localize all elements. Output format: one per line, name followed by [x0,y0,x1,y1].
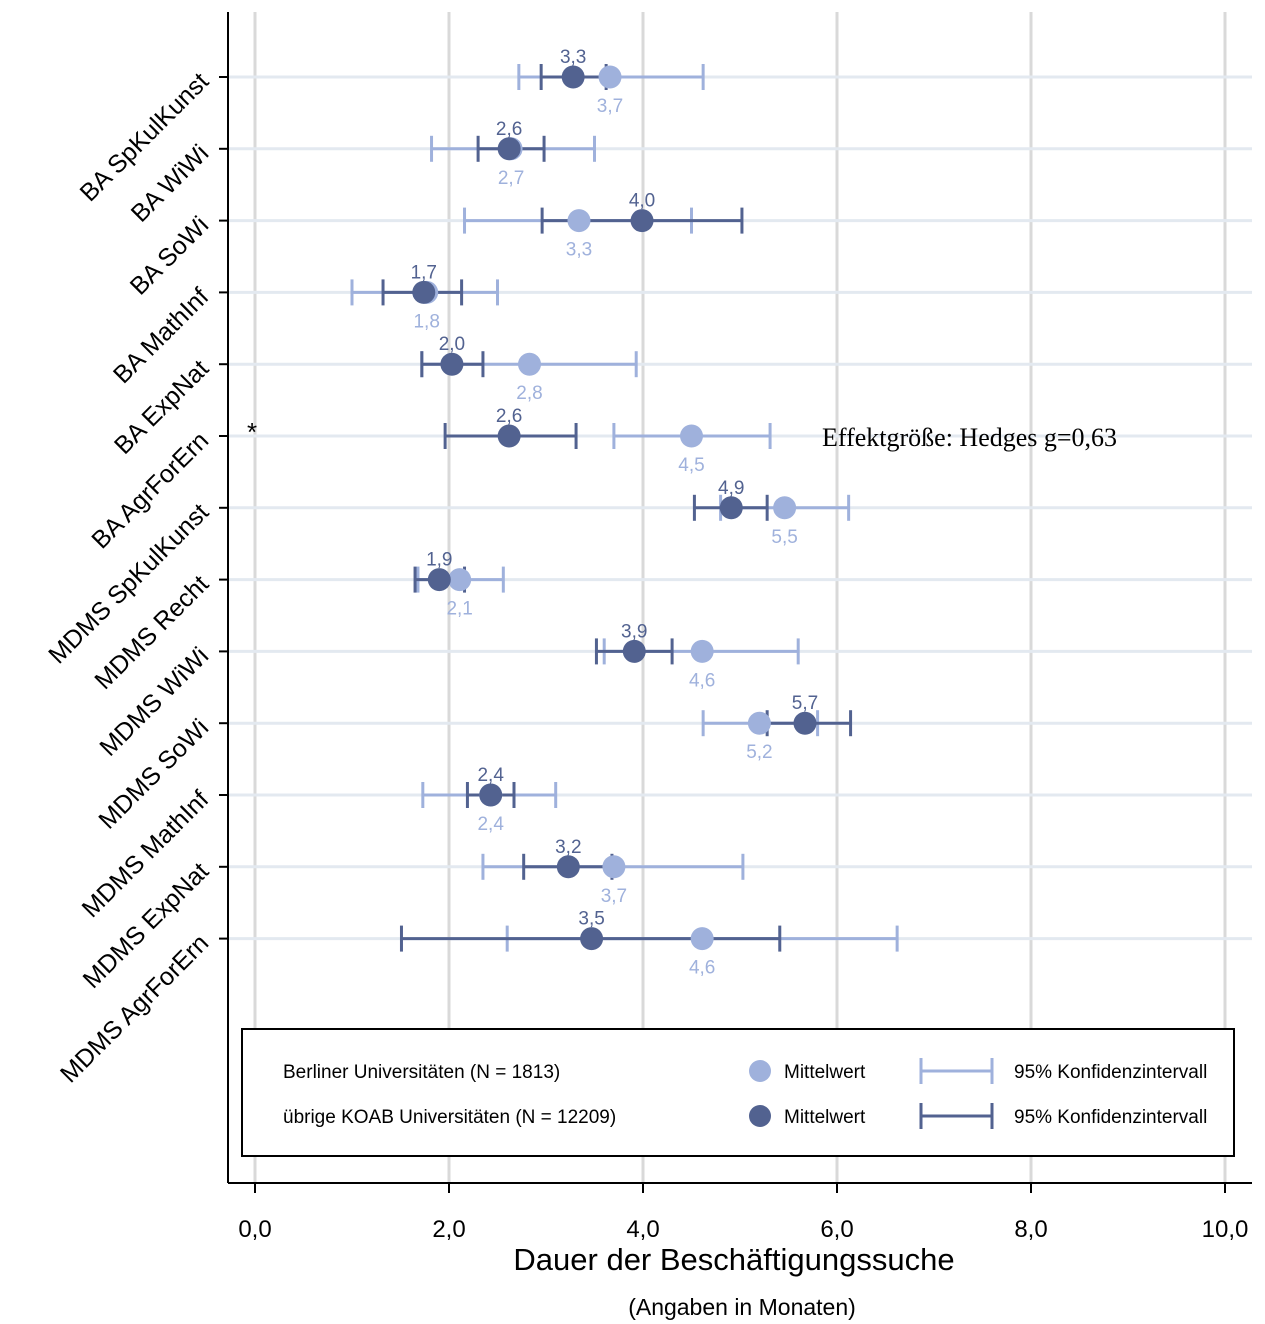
berlin-value-label: 2,4 [477,814,504,835]
x-tick-label: 6,0 [820,1216,853,1243]
x-axis-subtitle: (Angaben in Monaten) [628,1294,856,1320]
berlin-mean-point [690,927,714,951]
other-value-label: 4,9 [718,478,744,499]
other-value-label: 1,9 [426,550,452,571]
other-mean-point [622,639,646,663]
berlin-value-label: 2,8 [516,383,542,404]
berlin-mean-point [518,352,542,376]
x-tick-label: 8,0 [1014,1216,1047,1243]
other-mean-point [793,711,817,735]
other-mean-point [556,855,580,879]
labels: 3,33,72,62,74,03,31,71,82,02,82,64,54,95… [411,47,819,979]
other-value-label: 3,2 [555,837,581,858]
other-value-label: 4,0 [629,191,655,212]
berlin-value-label: 4,5 [678,455,704,476]
legend-mean-marker-other [749,1105,771,1127]
x-tick-label: 2,0 [432,1216,465,1243]
data-marks [350,64,899,952]
other-mean-point [630,209,654,233]
berlin-value-label: 2,1 [446,599,472,620]
legend-ci-label: 95% Konfidenzintervall [1014,1062,1207,1083]
berlin-mean-point [773,496,797,520]
other-mean-point [427,568,451,592]
other-mean-point [440,352,464,376]
other-value-label: 3,3 [560,47,586,68]
legend: Berliner Universitäten (N = 1813) Mittel… [241,1028,1235,1157]
berlin-mean-point [567,209,591,233]
berlin-value-label: 1,8 [413,311,439,332]
berlin-mean-point [602,855,626,879]
berlin-value-label: 3,7 [597,96,623,117]
berlin-mean-point [747,711,771,735]
berlin-value-label: 3,3 [566,240,592,261]
other-mean-point [497,424,521,448]
legend-ci-marker-other [919,1103,994,1129]
other-value-label: 3,5 [578,909,604,930]
other-mean-point [719,496,743,520]
berlin-value-label: 3,7 [601,886,627,907]
x-tick-label: 4,0 [626,1216,659,1243]
other-value-label: 3,9 [621,621,647,642]
x-tick-label: 0,0 [238,1216,271,1243]
legend-mean-marker-berlin [749,1060,771,1082]
other-mean-point [497,137,521,161]
legend-group-label: Berliner Universitäten (N = 1813) [283,1062,560,1083]
significance-asterisk: * [247,417,257,447]
legend-ci-label: 95% Konfidenzintervall [1014,1107,1207,1128]
berlin-value-label: 5,5 [771,527,797,548]
other-mean-point [580,927,604,951]
legend-box [241,1028,1235,1157]
other-value-label: 2,6 [496,406,522,427]
effect-size-annotation: Effektgröße: Hedges g=0,63 [822,423,1117,452]
x-tick-label: 10,0 [1202,1216,1249,1243]
legend-mean-label: Mittelwert [784,1107,866,1128]
other-mean-point [412,280,436,304]
berlin-value-label: 4,6 [689,958,715,979]
berlin-mean-point [598,65,622,89]
other-value-label: 5,7 [792,693,818,714]
legend-ci-marker-berlin [919,1058,994,1084]
legend-group-label: übrige KOAB Universitäten (N = 12209) [283,1107,616,1128]
berlin-value-label: 5,2 [746,742,772,763]
berlin-mean-point [448,568,472,592]
other-value-label: 2,0 [439,334,465,355]
other-value-label: 1,7 [411,262,437,283]
berlin-mean-point [680,424,703,448]
other-value-label: 2,6 [496,119,522,140]
other-mean-point [561,65,585,89]
berlin-value-label: 4,6 [689,670,715,691]
other-mean-point [479,783,503,807]
berlin-mean-point [690,639,714,663]
legend-mean-label: Mittelwert [784,1062,866,1083]
berlin-value-label: 2,7 [498,168,524,189]
x-axis-title: Dauer der Beschäftigungssuche [513,1242,954,1277]
other-value-label: 2,4 [477,765,504,786]
